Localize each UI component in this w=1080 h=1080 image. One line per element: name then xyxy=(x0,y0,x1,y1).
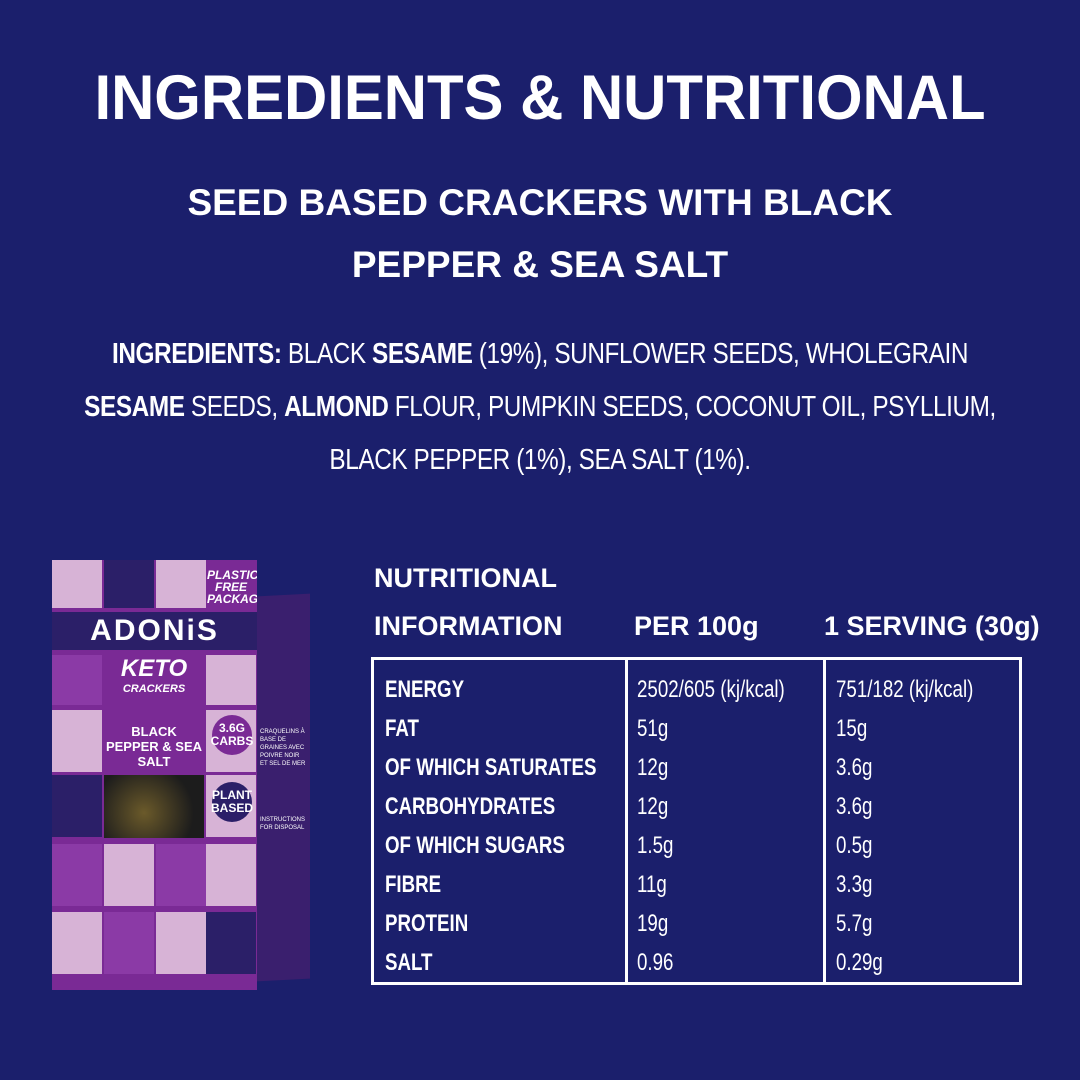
allergen-sesame: SESAME xyxy=(372,338,473,370)
tile xyxy=(104,560,154,608)
nutrition-table: ENERGY 2502/605 (kj/kcal) 751/182 (kj/kcal… xyxy=(371,657,1022,985)
tile xyxy=(206,912,256,974)
tile xyxy=(52,775,102,837)
nutrient-name: OF WHICH SATURATES xyxy=(385,754,597,781)
disposal-text: INSTRUCTIONS FOR DISPOSAL xyxy=(260,817,305,831)
nutrient-name: FAT xyxy=(385,715,419,742)
nutrient-name: FIBRE xyxy=(385,871,442,898)
serving-value: 3.3g xyxy=(836,871,873,898)
keto-label: KETO CRACKERS xyxy=(104,655,204,705)
tile xyxy=(206,655,256,705)
subtitle-line-2: PEPPER & SEA SALT xyxy=(351,244,729,285)
tile xyxy=(156,912,206,974)
serving-value: 5.7g xyxy=(836,910,873,937)
table-row: CARBOHYDRATES 12g 3.6g xyxy=(374,787,1019,826)
nutrient-name: OF WHICH SUGARS xyxy=(385,832,565,859)
tile xyxy=(52,560,102,608)
per-100g-value: 12g xyxy=(637,793,669,820)
divider xyxy=(823,660,826,982)
ing-part: BLACK xyxy=(287,338,373,370)
product-image: CRAQUELINS À BASE DE GRAINES AVEC POIVRE… xyxy=(52,560,310,990)
table-row: ENERGY 2502/605 (kj/kcal) 751/182 (kj/kcal… xyxy=(374,670,1019,709)
subtitle-line-1: SEED BASED CRACKERS WITH BLACK xyxy=(187,182,893,223)
per-100g-value: 11g xyxy=(637,871,667,898)
per-100g-value: 0.96 xyxy=(637,949,674,976)
tile xyxy=(52,710,102,772)
tile xyxy=(156,560,206,608)
crackers: CRACKERS xyxy=(122,683,186,695)
ing-part: FLOUR, PUMPKIN SEEDS, COCONUT OIL, PSYLL… xyxy=(388,391,996,423)
ingredients-label: INGREDIENTS: xyxy=(111,338,282,370)
per-100g-value: 19g xyxy=(637,910,669,937)
per-100g-value: 1.5g xyxy=(637,832,674,859)
header-per-100g: PER 100g xyxy=(634,611,759,641)
tile xyxy=(52,844,102,906)
serving-value: 0.5g xyxy=(836,832,873,859)
nutrient-name: SALT xyxy=(385,949,433,976)
table-row: FIBRE 11g 3.3g xyxy=(374,865,1019,904)
pack-side-text: CRAQUELINS À BASE DE GRAINES AVEC POIVRE… xyxy=(260,728,308,832)
per-100g-value: 2502/605 (kj/kcal) xyxy=(637,676,785,703)
nutrient-name: ENERGY xyxy=(385,676,465,703)
allergen-sesame: SESAME xyxy=(84,391,185,423)
table-row: SALT 0.96 0.29g xyxy=(374,943,1019,982)
divider xyxy=(625,660,628,982)
per-100g-value: 12g xyxy=(637,754,669,781)
header-line-2: INFORMATION xyxy=(374,611,563,641)
tile xyxy=(156,844,206,906)
keto: KETO xyxy=(120,655,188,682)
header-serving: 1 SERVING (30g) xyxy=(824,611,1040,641)
plant-based-badge: PLANT BASED xyxy=(211,782,253,822)
per-100g-value: 51g xyxy=(637,715,669,742)
table-row: OF WHICH SUGARS 1.5g 0.5g xyxy=(374,826,1019,865)
ing-part: BLACK PEPPER (1%), SEA SALT (1%). xyxy=(329,444,751,476)
pack-front: PLASTIC FREE PACKAGING ADONiS KETOCRACKE… xyxy=(52,560,257,990)
flavour-label: BLACK PEPPER & SEA SALT xyxy=(104,710,204,770)
ing-part: (19%), SUNFLOWER SEEDS, WHOLEGRAIN xyxy=(472,338,969,370)
tile xyxy=(52,655,102,705)
table-row: PROTEIN 19g 5.7g xyxy=(374,904,1019,943)
nutrient-name: PROTEIN xyxy=(385,910,469,937)
tile xyxy=(52,912,102,974)
serving-value: 0.29g xyxy=(836,949,883,976)
tile xyxy=(104,844,154,906)
ingredients-text: INGREDIENTS: BLACK SESAME (19%), SUNFLOW… xyxy=(36,328,1044,487)
serving-value: 15g xyxy=(836,715,868,742)
tile xyxy=(104,912,154,974)
allergen-almond: ALMOND xyxy=(284,391,389,423)
table-row: FAT 51g 15g xyxy=(374,709,1019,748)
cracker-photo xyxy=(104,775,204,838)
ing-part: SEEDS, xyxy=(184,391,285,423)
serving-value: 3.6g xyxy=(836,793,873,820)
serving-value: 3.6g xyxy=(836,754,873,781)
nutrition-header-label: NUTRITIONAL INFORMATION xyxy=(374,554,562,650)
tile xyxy=(206,844,256,906)
brand-logo: ADONiS xyxy=(52,612,257,650)
serving-value: 751/182 (kj/kcal) xyxy=(836,676,974,703)
side-text: CRAQUELINS À BASE DE GRAINES AVEC POIVRE… xyxy=(260,729,306,767)
header-line-1: NUTRITIONAL xyxy=(374,563,557,593)
nutrient-name: CARBOHYDRATES xyxy=(385,793,556,820)
table-row: OF WHICH SATURATES 12g 3.6g xyxy=(374,748,1019,787)
page-title: INGREDIENTS & NUTRITIONAL xyxy=(94,63,986,133)
plastic-free-badge: PLASTIC FREE PACKAGING xyxy=(207,564,257,606)
carbs-badge: 3.6G CARBS xyxy=(211,715,253,755)
